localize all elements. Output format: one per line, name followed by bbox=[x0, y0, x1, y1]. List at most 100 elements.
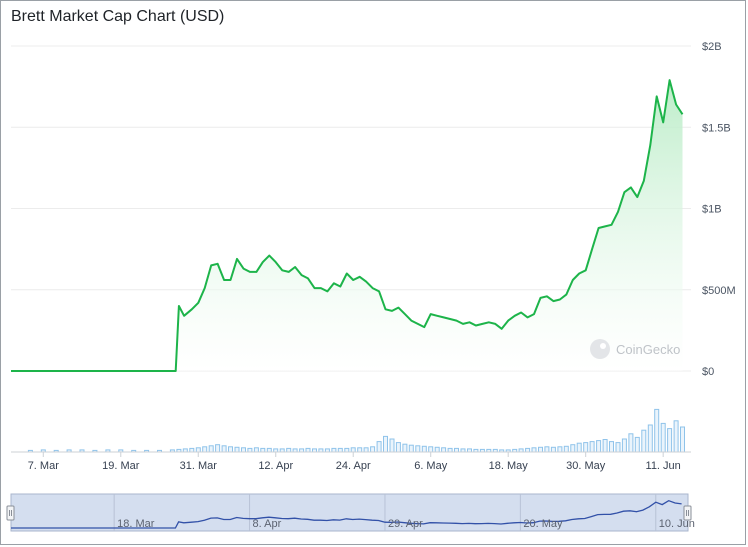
volume-bar bbox=[576, 442, 582, 453]
volume-bar bbox=[241, 447, 246, 453]
volume-bar bbox=[357, 447, 363, 453]
volume-bar bbox=[654, 408, 660, 453]
y-tick-label: $500M bbox=[702, 285, 736, 297]
volume-bar bbox=[680, 426, 685, 453]
volume-bar bbox=[402, 443, 408, 453]
y-axis-ticks: $0 $500M $1B $1.5B $2B bbox=[702, 41, 736, 378]
navigator-series bbox=[11, 499, 682, 529]
volume-bar bbox=[376, 441, 382, 453]
volume-bar bbox=[596, 440, 602, 453]
volume-bar bbox=[389, 438, 395, 453]
navigator-grid bbox=[113, 494, 657, 531]
volume-bar bbox=[266, 447, 272, 453]
volume-bar bbox=[202, 446, 208, 453]
volume-bar bbox=[628, 433, 634, 453]
market-cap-area-fill bbox=[11, 80, 683, 371]
y-tick-label: $0 bbox=[702, 366, 714, 378]
navigator-tick-label: 20. May bbox=[523, 518, 563, 530]
volume-bar bbox=[215, 444, 221, 453]
volume-bar bbox=[673, 420, 679, 453]
volume-bar bbox=[615, 442, 621, 453]
navigator-tick-label: 18. Mar bbox=[117, 518, 155, 530]
volume-bar bbox=[609, 441, 614, 453]
volume-bar bbox=[621, 438, 627, 453]
volume-bar bbox=[421, 445, 427, 453]
volume-bar bbox=[641, 429, 647, 453]
volume-bar bbox=[408, 444, 414, 453]
volume-bar bbox=[286, 447, 292, 453]
market-cap-area bbox=[11, 80, 683, 371]
x-tick-label: 6. May bbox=[414, 460, 448, 472]
volume-bar bbox=[563, 445, 569, 453]
volume-bar bbox=[544, 446, 550, 453]
coingecko-watermark: CoinGecko bbox=[590, 339, 680, 359]
market-cap-line-group bbox=[11, 79, 684, 372]
volume-bar bbox=[337, 447, 343, 453]
volume-bar bbox=[189, 447, 195, 453]
volume-bar bbox=[195, 447, 201, 453]
y-tick-label: $1B bbox=[702, 204, 722, 216]
volume-bar bbox=[660, 422, 666, 453]
range-navigator[interactable]: 18. Mar 8. Apr 29. Apr 20. May 10. Jun bbox=[6, 493, 695, 532]
volume-bar bbox=[344, 447, 350, 453]
volume-bar bbox=[634, 436, 640, 453]
y-tick-label: $2B bbox=[702, 41, 722, 53]
x-tick-label: 7. Mar bbox=[28, 460, 60, 472]
volume-bar bbox=[570, 444, 576, 453]
navigator-selected-range[interactable] bbox=[10, 493, 689, 532]
volume-bar bbox=[589, 441, 595, 453]
x-tick-label: 30. May bbox=[566, 460, 606, 472]
coingecko-logo-icon bbox=[590, 339, 610, 359]
navigator-tick-label: 8. Apr bbox=[253, 518, 282, 530]
volume-bar bbox=[538, 446, 543, 453]
volume-bar bbox=[253, 447, 259, 453]
watermark-text: CoinGecko bbox=[616, 342, 680, 357]
volume-bar bbox=[370, 446, 376, 453]
volume-bar bbox=[234, 446, 240, 453]
volume-bar bbox=[550, 446, 556, 453]
volume-bar bbox=[667, 428, 673, 453]
navigator-right-handle[interactable] bbox=[683, 505, 692, 521]
volume-bar bbox=[602, 439, 608, 453]
navigator-tick-label: 29. Apr bbox=[388, 518, 423, 530]
x-axis-ticks: 7. Mar 19. Mar 31. Mar 12. Apr 24. Apr 6. May… bbox=[28, 452, 681, 472]
volume-bar bbox=[434, 446, 440, 453]
volume-bar bbox=[415, 445, 421, 453]
volume-bar bbox=[208, 445, 214, 453]
x-tick-label: 11. Jun bbox=[646, 460, 681, 472]
chart-title: Brett Market Cap Chart (USD) bbox=[11, 8, 225, 25]
x-tick-label: 24. Apr bbox=[336, 460, 371, 472]
volume-bar bbox=[247, 447, 253, 453]
volume-bar bbox=[221, 445, 227, 453]
volume-bar bbox=[647, 424, 653, 453]
x-tick-label: 31. Mar bbox=[180, 460, 218, 472]
volume-bar bbox=[441, 447, 447, 453]
volume-bar bbox=[228, 446, 233, 453]
x-tick-label: 12. Apr bbox=[258, 460, 293, 472]
navigator-line bbox=[11, 499, 682, 529]
volume-bar bbox=[525, 447, 531, 453]
volume-bar bbox=[331, 447, 337, 453]
volume-bar bbox=[557, 446, 563, 453]
volume-bar bbox=[260, 447, 266, 453]
volume-bar bbox=[350, 447, 356, 453]
volume-bar bbox=[583, 442, 589, 453]
x-tick-label: 19. Mar bbox=[102, 460, 140, 472]
navigator-left-handle[interactable] bbox=[6, 505, 15, 521]
volume-bar bbox=[395, 442, 401, 453]
volume-bar bbox=[454, 447, 459, 453]
volume-bar bbox=[383, 435, 388, 453]
volume-bar bbox=[428, 446, 434, 453]
x-tick-label: 18. May bbox=[489, 460, 529, 472]
volume-bar bbox=[305, 447, 311, 453]
navigator-tick-label: 10. Jun bbox=[659, 518, 695, 530]
volume-bar bbox=[447, 447, 453, 453]
y-tick-label: $1.5B bbox=[702, 122, 731, 134]
volume-bar bbox=[531, 447, 537, 453]
volume-bar bbox=[363, 447, 369, 453]
market-cap-line bbox=[11, 79, 684, 372]
navigator-ticks: 18. Mar 8. Apr 29. Apr 20. May 10. Jun bbox=[117, 518, 695, 530]
volume-bars bbox=[27, 408, 685, 453]
